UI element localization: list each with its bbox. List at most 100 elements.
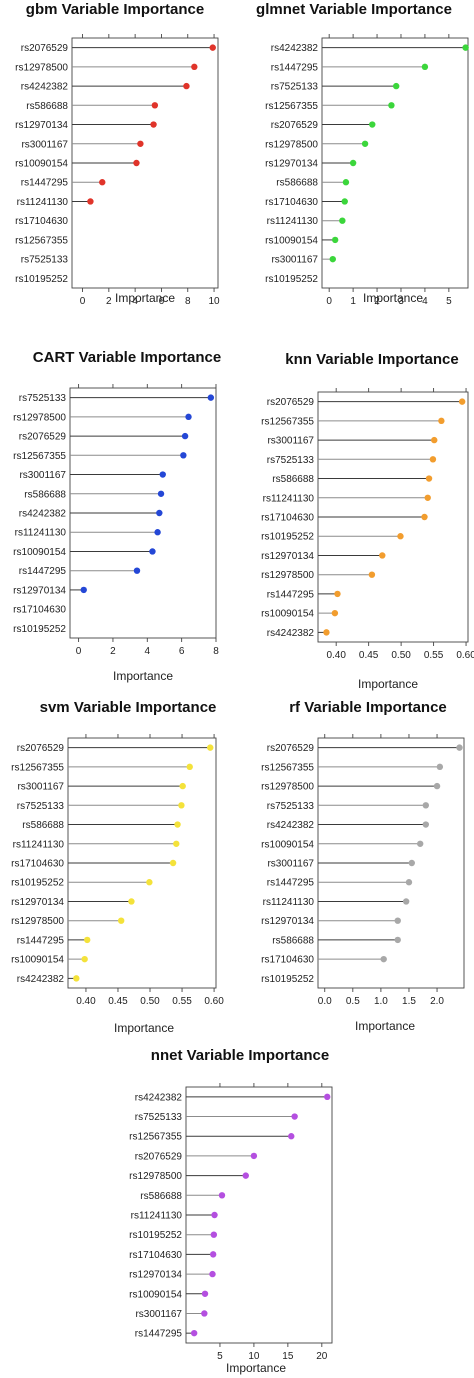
category-label: rs10195252 xyxy=(129,1230,182,1241)
importance-point xyxy=(80,586,87,594)
category-label: rs2076529 xyxy=(19,432,67,443)
importance-point xyxy=(159,471,166,478)
importance-point xyxy=(288,1133,295,1140)
category-label: rs3001167 xyxy=(19,470,66,481)
importance-point xyxy=(183,82,190,90)
x-tick-label: 2 xyxy=(374,296,380,307)
importance-point xyxy=(422,821,430,828)
category-label: rs17104630 xyxy=(265,197,318,208)
category-label: rs12978500 xyxy=(261,782,314,793)
category-label: rs1447295 xyxy=(267,589,315,600)
category-label: rs12970134 xyxy=(11,897,64,908)
category-label: rs11241130 xyxy=(267,216,319,227)
importance-point xyxy=(380,955,387,963)
importance-point xyxy=(334,590,341,598)
importance-point xyxy=(291,1113,298,1120)
importance-point xyxy=(242,1172,249,1179)
category-label: rs7525133 xyxy=(21,255,69,266)
importance-point xyxy=(342,179,350,186)
x-tick-label: 0.40 xyxy=(76,996,96,1007)
importance-point xyxy=(81,955,88,963)
category-label: rs12567355 xyxy=(261,416,314,427)
x-axis-label: Importance xyxy=(114,1021,174,1035)
plot-area: 5 10 15 20 rs4242382 rs7525133 rs12567355 rs207… xyxy=(129,1083,333,1362)
category-label: rs4242382 xyxy=(21,82,69,93)
category-label: rs1447295 xyxy=(271,62,319,73)
x-axis-label: Importance xyxy=(226,1361,286,1375)
x-tick-label: 2 xyxy=(106,296,112,307)
importance-point xyxy=(369,121,376,128)
importance-point xyxy=(341,198,348,205)
importance-point xyxy=(394,917,401,924)
category-label: rs12970134 xyxy=(13,585,66,596)
importance-point xyxy=(190,1329,198,1337)
category-label: rs17104630 xyxy=(15,216,68,227)
x-tick-label: 4 xyxy=(145,646,151,657)
x-tick-label: 0 xyxy=(326,296,332,307)
category-label: rs17104630 xyxy=(129,1250,182,1261)
importance-point xyxy=(150,121,157,128)
category-label: rs7525133 xyxy=(17,801,65,812)
importance-point xyxy=(201,1290,209,1297)
x-tick-label: 20 xyxy=(316,1351,328,1362)
importance-point xyxy=(424,494,431,501)
x-tick-label: 2 xyxy=(110,646,116,657)
x-tick-label: 1 xyxy=(350,296,356,307)
importance-point xyxy=(425,475,433,482)
importance-point xyxy=(456,744,463,751)
panel-knn: knn Variable Importance Importance 0.40 0… xyxy=(261,351,474,691)
importance-point xyxy=(209,1251,217,1258)
importance-point xyxy=(421,63,429,71)
category-label: rs11241130 xyxy=(263,897,315,908)
category-label: rs12567355 xyxy=(13,451,66,462)
panel-svm: svm Variable Importance Importance 0.40 0… xyxy=(11,699,224,1035)
x-tick-label: 2.0 xyxy=(430,996,444,1007)
category-label: rs10090154 xyxy=(265,235,318,246)
importance-point xyxy=(349,159,357,167)
category-label: rs12978500 xyxy=(11,916,64,927)
panel-rf: rf Variable Importance Importance 0.0 0.5… xyxy=(261,699,465,1033)
x-tick-label: 0.40 xyxy=(326,650,346,661)
chart-title: knn Variable Importance xyxy=(285,351,458,368)
category-label: rs11241130 xyxy=(13,839,65,850)
x-tick-label: 0.55 xyxy=(172,996,192,1007)
category-label: rs3001167 xyxy=(17,782,64,793)
category-label: rs12970134 xyxy=(129,1270,182,1281)
importance-point xyxy=(429,456,437,463)
category-label: rs7525133 xyxy=(267,801,315,812)
category-label: rs4242382 xyxy=(19,509,67,520)
panel-glmnet: glmnet Variable Importance Importance 0 1… xyxy=(256,1,469,307)
importance-point xyxy=(422,802,430,809)
importance-point xyxy=(417,840,424,847)
importance-point xyxy=(179,782,186,790)
importance-point xyxy=(157,490,165,497)
category-label: rs1447295 xyxy=(135,1329,183,1340)
importance-point xyxy=(209,44,216,51)
importance-point xyxy=(324,1093,331,1101)
importance-point xyxy=(323,629,330,636)
x-axis-label: Importance xyxy=(115,291,175,305)
importance-point xyxy=(361,140,369,147)
category-label: rs586688 xyxy=(22,820,64,831)
category-label: rs12978500 xyxy=(15,62,68,73)
category-label: rs586688 xyxy=(272,474,314,485)
importance-point xyxy=(149,548,156,555)
plot-area: 0.40 0.45 0.50 0.55 0.60 rs2076529 rs12567355 r… xyxy=(261,388,474,661)
category-label: rs11241130 xyxy=(15,528,67,539)
importance-point xyxy=(397,533,404,540)
category-label: rs10195252 xyxy=(11,878,64,889)
importance-point xyxy=(433,782,441,790)
importance-point xyxy=(117,917,125,924)
category-label: rs2076529 xyxy=(267,397,315,408)
category-label: rs1447295 xyxy=(267,878,315,889)
category-label: rs10195252 xyxy=(261,532,314,543)
importance-point xyxy=(207,744,214,751)
category-label: rs4242382 xyxy=(267,628,315,639)
importance-point xyxy=(250,1152,258,1160)
plot-area: 0.0 0.5 1.0 1.5 2.0 rs2076529 rs12567355 rs1297… xyxy=(261,734,465,1007)
category-label: rs10090154 xyxy=(129,1289,182,1300)
x-tick-label: 0.60 xyxy=(204,996,224,1007)
importance-point xyxy=(181,432,189,440)
category-label: rs10090154 xyxy=(261,609,314,620)
importance-point xyxy=(408,859,415,867)
